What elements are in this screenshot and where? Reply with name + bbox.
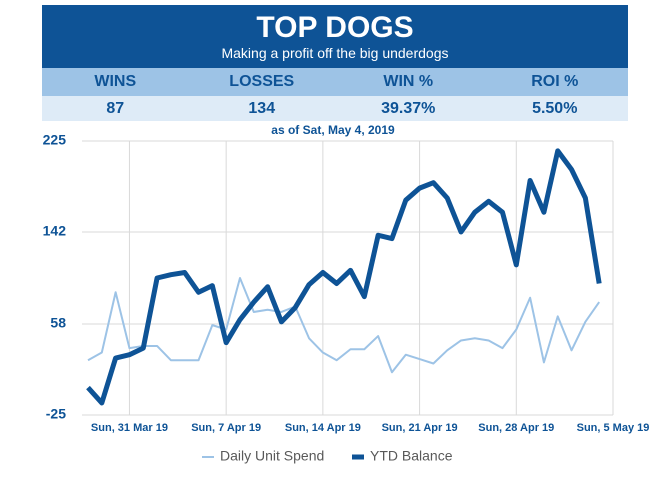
stat-label: WIN % xyxy=(383,73,434,90)
x-tick-label: Sun, 7 Apr 19 xyxy=(191,422,261,434)
legend-label: YTD Balance xyxy=(370,448,453,464)
x-tick-label: Sun, 28 Apr 19 xyxy=(478,422,554,434)
series-line xyxy=(87,277,601,374)
y-tick-label: 225 xyxy=(43,132,67,148)
y-tick-label: 142 xyxy=(43,223,67,239)
stat-label: ROI % xyxy=(531,73,579,90)
x-tick-label: Sun, 21 Apr 19 xyxy=(382,422,458,434)
header: TOP DOGS Making a profit off the big und… xyxy=(42,5,628,68)
subtitle: Making a profit off the big underdogs xyxy=(221,45,449,61)
stat-value: 5.50% xyxy=(532,100,578,117)
series-line xyxy=(86,148,602,406)
y-tick-label: 58 xyxy=(50,315,66,331)
title: TOP DOGS xyxy=(256,11,414,44)
stat-value: 134 xyxy=(248,100,276,117)
stat-label: WINS xyxy=(94,73,137,90)
stats-values: 87 134 39.37% 5.50% xyxy=(42,96,628,121)
as-of: as of Sat, May 4, 2019 xyxy=(271,123,395,137)
stats-labels: WINS LOSSES WIN % ROI % xyxy=(42,68,628,96)
x-tick-label: Sun, 5 May 19 xyxy=(577,422,650,434)
stat-label: LOSSES xyxy=(229,73,295,90)
x-tick-label: Sun, 31 Mar 19 xyxy=(91,422,168,434)
legend-label: Daily Unit Spend xyxy=(220,448,324,464)
y-tick-label: -25 xyxy=(46,406,66,422)
stat-value: 39.37% xyxy=(381,100,436,117)
stat-value: 87 xyxy=(106,100,125,117)
x-tick-label: Sun, 14 Apr 19 xyxy=(285,422,361,434)
